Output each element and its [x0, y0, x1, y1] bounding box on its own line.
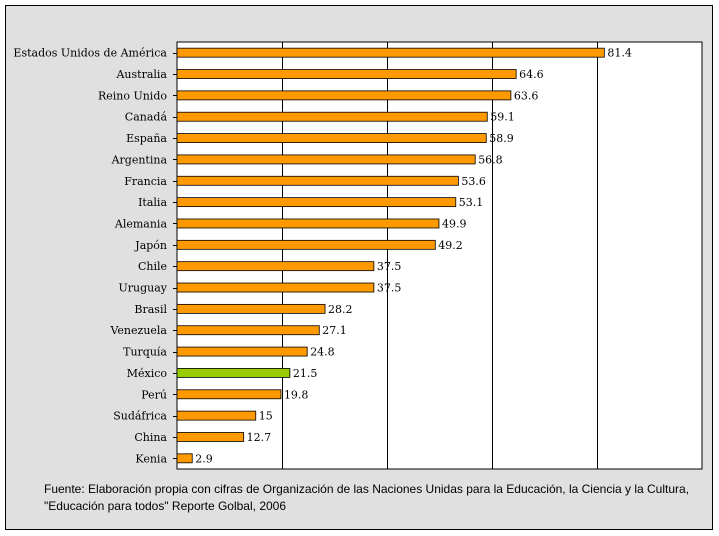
- category-label: Alemania: [114, 217, 168, 230]
- bar: [176, 325, 320, 336]
- data-label: 59.1: [490, 111, 515, 124]
- category-label: Argentina: [111, 153, 168, 166]
- bar: [176, 453, 193, 464]
- data-label: 21.5: [293, 367, 318, 380]
- data-label: 37.5: [377, 282, 402, 295]
- data-label: 58.9: [489, 132, 513, 145]
- data-label: 12.7: [247, 431, 271, 444]
- category-label: Francia: [124, 175, 167, 188]
- bar: [176, 261, 375, 272]
- bar: [176, 239, 436, 250]
- bar: [176, 282, 375, 293]
- bar: [176, 133, 487, 143]
- category-label: Kenia: [135, 452, 167, 465]
- data-label: 53.1: [459, 196, 484, 209]
- category-label: Venezuela: [109, 324, 167, 337]
- bar: [176, 197, 457, 208]
- category-label: Brasil: [134, 303, 167, 316]
- category-label: Sudáfrica: [113, 410, 167, 423]
- data-label: 37.5: [377, 260, 402, 273]
- data-label: 28.2: [328, 303, 353, 316]
- bar: [176, 432, 245, 442]
- category-label: Estados Unidos de América: [13, 47, 167, 60]
- category-label: China: [134, 431, 167, 444]
- bar-highlight: [176, 368, 291, 378]
- data-label: 19.8: [284, 388, 309, 401]
- bar: [176, 154, 476, 165]
- data-label: 15: [259, 410, 273, 423]
- category-label: Italia: [138, 196, 167, 209]
- bar: [176, 389, 282, 400]
- data-label: 49.9: [442, 217, 467, 230]
- category-label: México: [127, 367, 168, 380]
- data-label: 53.6: [461, 175, 486, 188]
- category-label: Reino Unido: [98, 89, 167, 102]
- data-label: 24.8: [310, 346, 335, 359]
- bar: [176, 346, 308, 357]
- bar: [176, 303, 326, 314]
- plot-area: [176, 41, 703, 470]
- data-label: 27.1: [322, 324, 347, 337]
- bar: [176, 47, 605, 58]
- category-label: Perú: [141, 388, 167, 401]
- category-label: Chile: [138, 260, 167, 273]
- bar: [176, 90, 512, 101]
- data-label: 2.9: [195, 452, 213, 465]
- bar: [176, 69, 517, 79]
- data-label: 64.6: [519, 68, 544, 81]
- bar: [176, 410, 257, 421]
- bar: [176, 111, 488, 122]
- bar: [176, 218, 440, 229]
- category-label: Uruguay: [118, 282, 167, 295]
- data-label: 63.6: [514, 89, 539, 102]
- bar: [176, 175, 459, 186]
- data-label: 56.8: [478, 153, 503, 166]
- data-label: 49.2: [438, 239, 463, 252]
- data-label: 81.4: [607, 47, 632, 60]
- category-label: Japón: [134, 239, 167, 252]
- source-note: Fuente: Elaboración propia con cifras de…: [44, 482, 690, 513]
- category-label: Turquía: [123, 346, 167, 359]
- category-label: Canadá: [125, 111, 168, 124]
- category-label: Australia: [115, 68, 167, 81]
- category-label: España: [126, 132, 167, 145]
